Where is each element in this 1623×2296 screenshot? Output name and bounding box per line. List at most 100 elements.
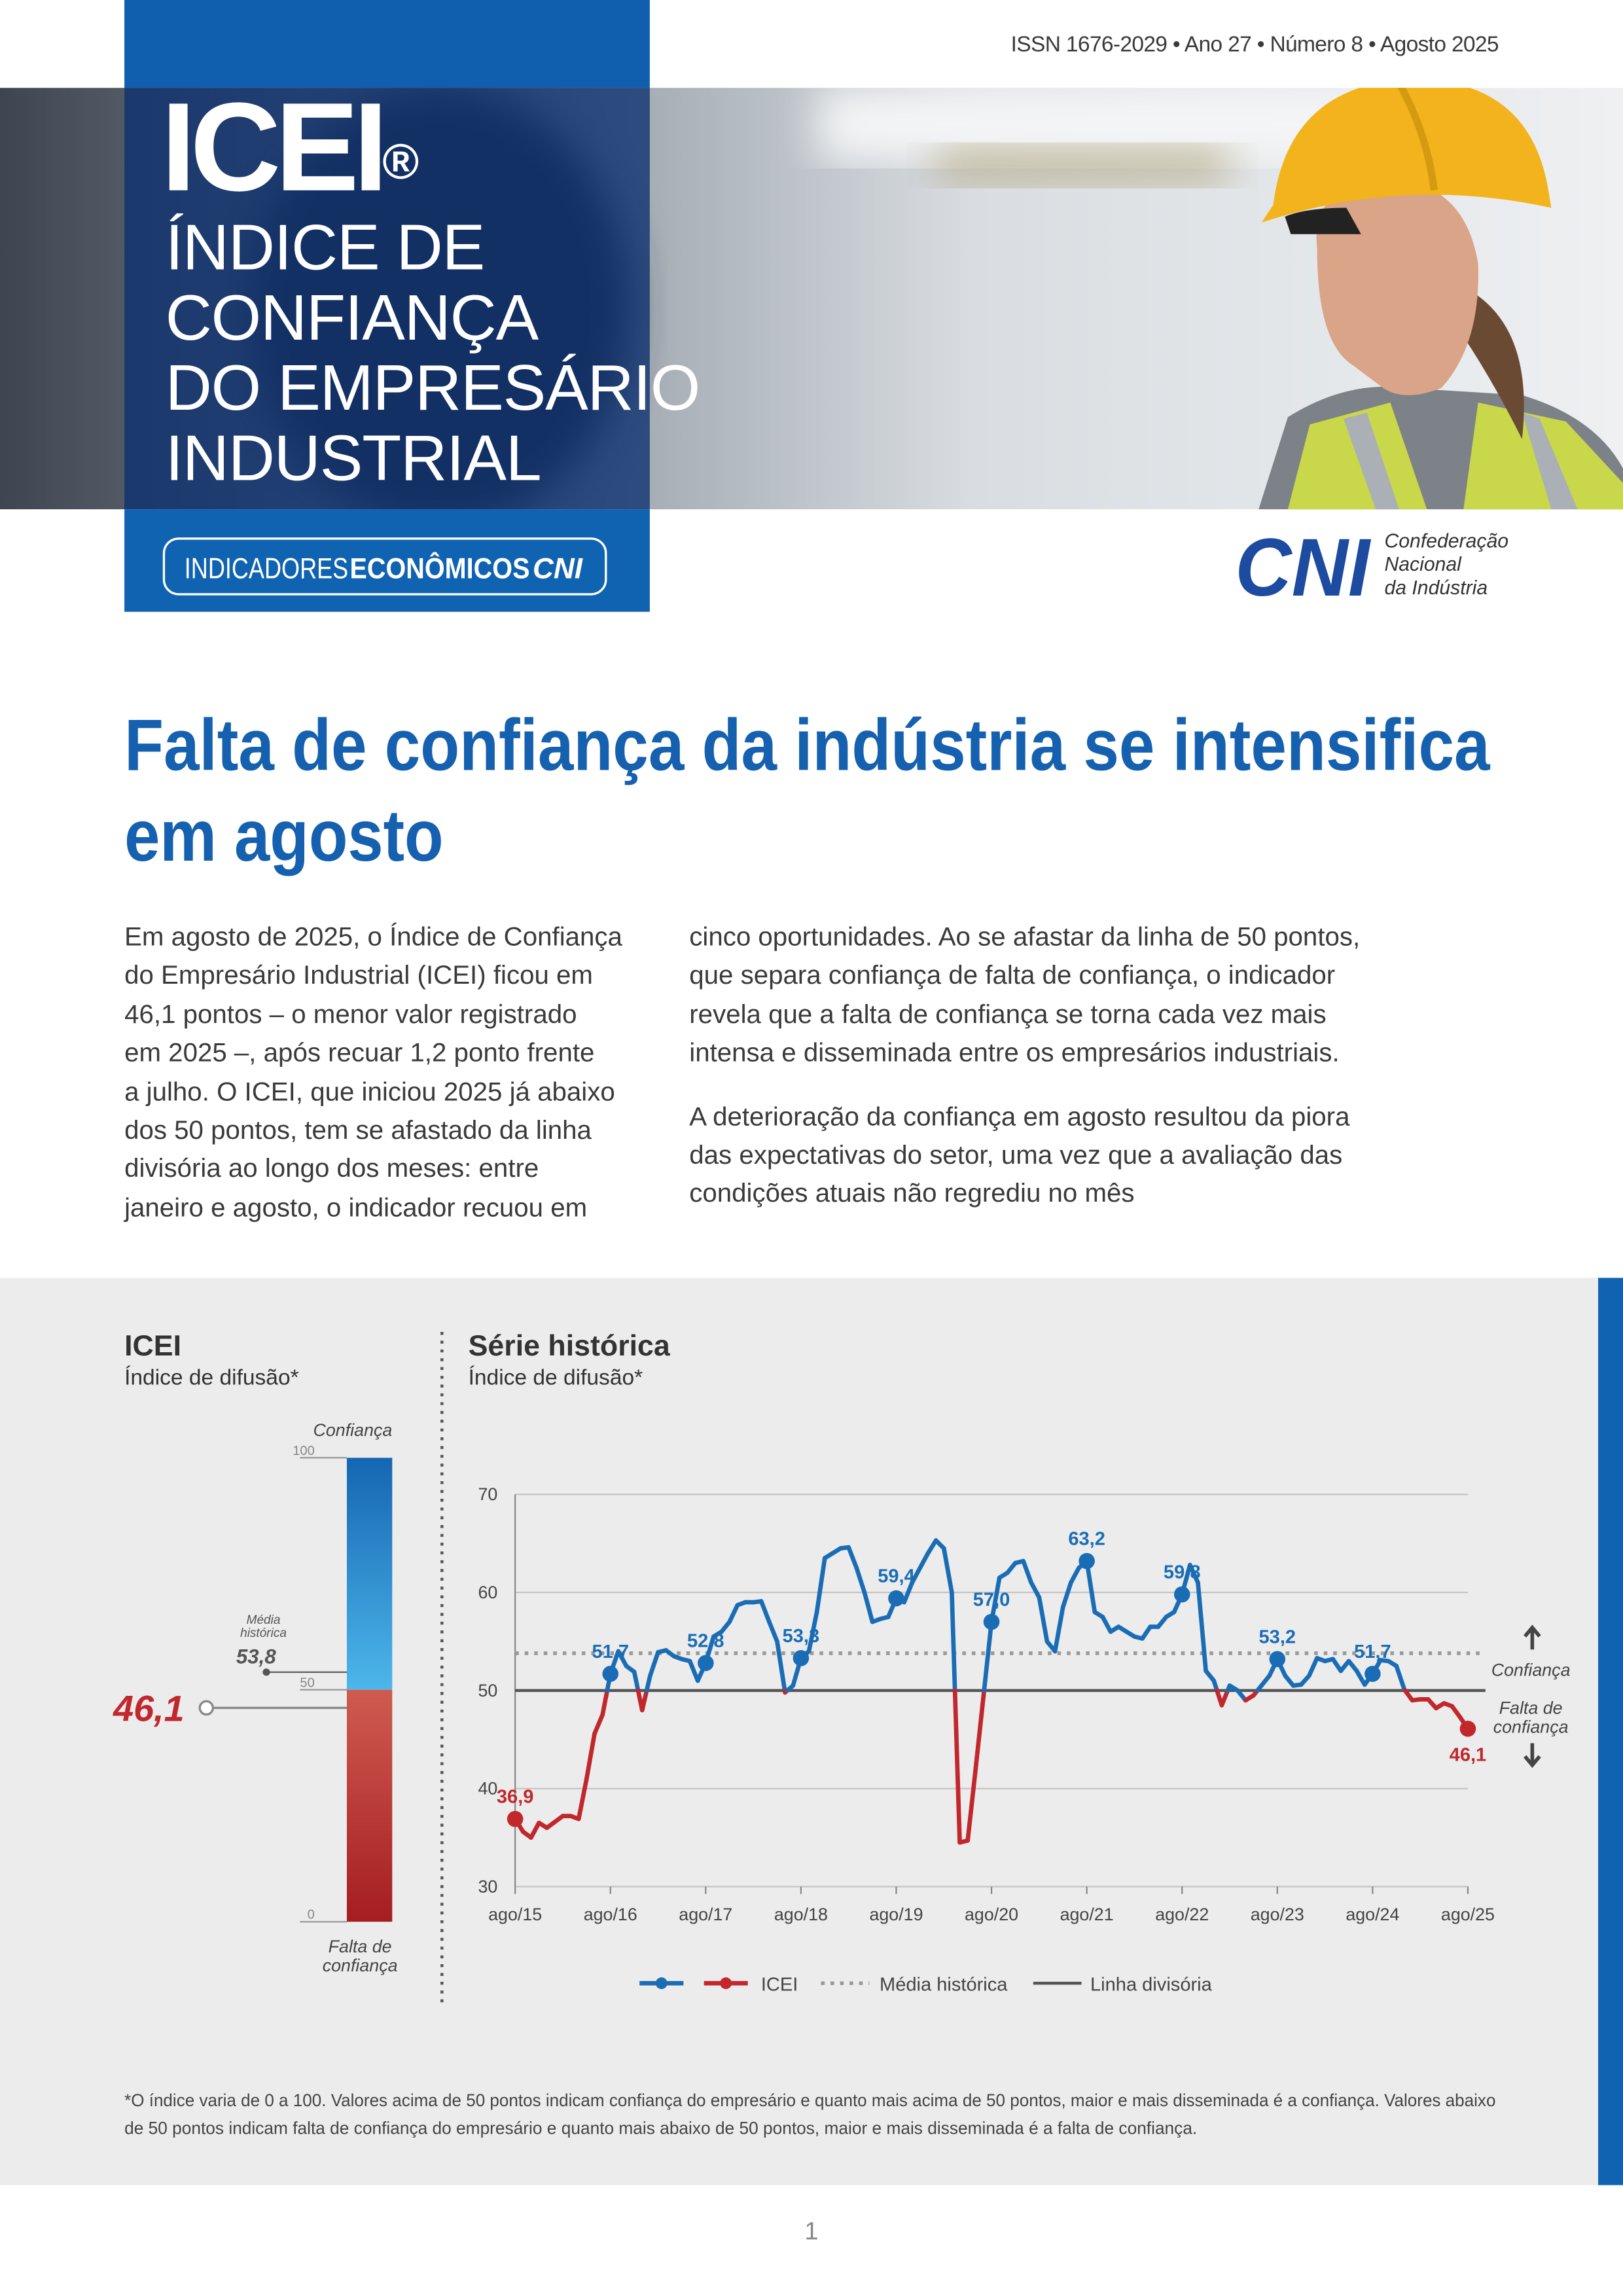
data-label: 51,7 [1354,1641,1391,1662]
gauge-bottom-label: Falta de [329,1937,392,1956]
footnote-line: *O índice varia de 0 a 100. Valores acim… [124,2090,1495,2110]
gauge-mean-dot [262,1668,270,1676]
arrow-up [1524,1624,1541,1650]
line-segment [632,1670,641,1693]
chart-panel: *O índice varia de 0 a 100. Valores acim… [0,1278,1623,2185]
line-segment [600,1688,610,1717]
headline-line: Falta de confiança da indústria se inten… [124,704,1490,785]
body-column: Em agosto de 2025, o Índice de Confiança… [124,918,622,1227]
line-segment [965,1767,978,1843]
line-segment [644,1674,652,1693]
y-tick-label: 30 [478,1876,497,1896]
gauge-top-label: Confiança [313,1420,393,1440]
chart-title: Série histórica [469,1330,671,1362]
x-tick-label: ago/15 [488,1905,542,1924]
line-segment [529,1820,541,1840]
badge-word: ECONÔMICOS [349,551,529,584]
line-segment [854,1566,867,1595]
data-point [793,1650,810,1666]
data-label: 53,2 [1259,1626,1296,1647]
data-label: 57,0 [973,1589,1010,1610]
line-segment [639,1688,649,1713]
title-mark: ® [382,134,419,190]
subtitle: ÍNDICE DE CONFIANÇA DO EMPRESÁRIO INDUSTRIA… [165,212,701,495]
data-point [888,1590,904,1607]
x-tick-label: ago/17 [679,1905,732,1924]
line-segment [1140,1624,1153,1641]
logo-mark: CNI [1235,522,1371,607]
body-line: do Empresário Industrial (ICEI) ficou em [124,960,593,990]
data-point [698,1655,714,1672]
line-segment [1306,1656,1319,1678]
body-line: janeiro e agosto, o indicador recuou em [124,1193,588,1222]
gauge-tick-label: 100 [293,1444,315,1458]
line-segment [1029,1580,1042,1600]
line-segment [925,1538,938,1556]
line-segment [846,1545,859,1570]
gauge-tick-label: 50 [300,1676,314,1690]
logo-text: Nacional [1384,554,1462,575]
data-label: 46,1 [1450,1744,1487,1765]
line-segment [1330,1657,1344,1674]
y-tick-label: 40 [478,1779,497,1799]
line-segment [918,1551,931,1570]
data-label: 52,8 [687,1630,724,1651]
subtitle-line: INDUSTRIAL [165,423,542,495]
issn: ISSN 1676-2029 • Ano 27 • Número 8 • Ago… [1010,32,1499,58]
badge-word: INDICADORES [185,552,348,584]
data-point [1173,1586,1190,1603]
line-segment [584,1731,597,1782]
footnote-line: de 50 pontos indicam falta de confiança … [124,2118,1197,2138]
x-tick-label: ago/16 [584,1905,637,1924]
y-tick-label: 70 [478,1484,497,1504]
gauge-mean-title: histórica [240,1626,287,1640]
data-point [1269,1651,1286,1668]
badge-border [162,537,607,596]
arrow-down [1524,1743,1541,1768]
body-line: dos 50 pontos, tem se afastado da linha [124,1115,592,1145]
line-segment [1354,1668,1367,1687]
gauge-mean-label: 53,8 [236,1645,277,1668]
legend-label: Média histórica [880,1974,1008,1995]
line-segment [1021,1558,1034,1585]
data-label: 59,8 [1164,1562,1201,1583]
data-label: 53,3 [783,1626,820,1647]
line-segment [1037,1595,1050,1644]
line-segment [1394,1664,1407,1692]
data-point [1459,1721,1476,1737]
gauge-pointer [198,1700,215,1716]
line-segment [1084,1558,1097,1615]
gauge-upper [346,1458,393,1690]
body-line: cinco oportunidades. Ao se afastar da li… [689,922,1361,952]
gauge-bottom-label: confiança [323,1956,398,1975]
line-segment [902,1580,915,1605]
page-number: 1 [804,2217,819,2246]
data-point [1364,1666,1381,1682]
panel-strip [1597,1278,1623,2185]
line-segment [1187,1562,1200,1585]
x-tick-label: ago/20 [965,1905,1018,1924]
line-segment [1060,1580,1073,1609]
x-tick-label: ago/21 [1060,1905,1114,1924]
cni-logo: CNI Confederação Nacional da Indústria [1235,522,1508,607]
line-segment [616,1649,629,1668]
headline-line: em agosto [124,795,444,876]
subtitle-line: ÍNDICE DE [165,212,486,284]
badge-word: CNI [533,552,584,584]
legend-icon [720,1977,732,1990]
line-segment [814,1556,827,1615]
data-label: 51,7 [592,1641,629,1662]
annotation-below: confiança [1493,1717,1569,1737]
line-segment [767,1619,779,1644]
x-tick-label: ago/22 [1155,1905,1209,1924]
body-line: a julho. O ICEI, que iniciou 2025 já aba… [124,1077,615,1106]
legend-label: ICEI [761,1974,798,1995]
body-line: em 2025 –, após recuar 1,2 ponto frente [124,1037,595,1067]
panel-bg [0,1278,1598,2185]
title-panel [124,88,650,510]
line-segment [1450,1704,1463,1719]
title: ICEI [160,77,388,219]
series-badge: INDICADORES ECONÔMICOS CNI [162,537,607,596]
body-column: cinco oportunidades. Ao se afastar da li… [689,918,1360,1213]
